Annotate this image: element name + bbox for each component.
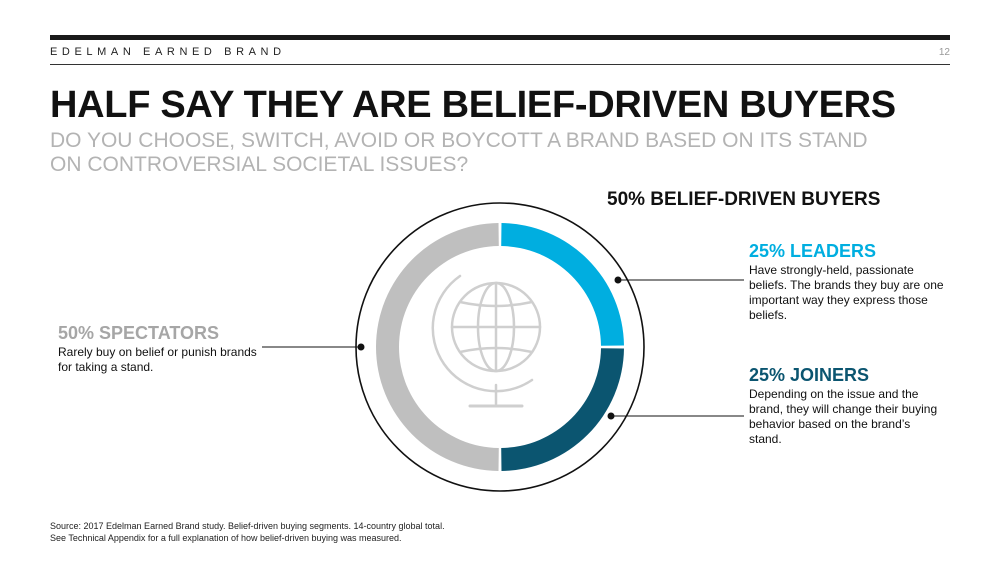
joiners-title: 25% JOINERS: [749, 365, 870, 385]
leaders-leader-dot: [614, 276, 622, 284]
globe-icon: [431, 274, 542, 408]
header-divider: [50, 64, 950, 65]
header-brand: EDELMAN EARNED BRAND: [50, 46, 286, 58]
footnote-appendix: See Technical Appendix for a full explan…: [50, 533, 402, 543]
spectators-title: 50% SPECTATORS: [58, 323, 220, 343]
spectators-leader-dot: [357, 343, 365, 351]
slices-group: [376, 223, 624, 471]
slice-joiners: [501, 348, 624, 471]
slice-leaders: [501, 223, 624, 346]
joiners-leader-dot: [607, 412, 615, 420]
belief-driven-heading: 50% BELIEF-DRIVEN BUYERS: [607, 189, 881, 210]
slice-spectators: [376, 223, 499, 471]
leaders-title: 25% LEADERS: [749, 241, 877, 261]
joiners-description: Depending on the issue and the brand, th…: [749, 387, 938, 446]
leaders-description: Have strongly-held, passionate beliefs. …: [749, 263, 944, 322]
page-subtitle: DO YOU CHOOSE, SWITCH, AVOID OR BOYCOTT …: [50, 129, 868, 176]
page-title: HALF SAY THEY ARE BELIEF-DRIVEN BUYERS: [50, 84, 896, 126]
spectators-description: Rarely buy on belief or punish brands fo…: [58, 345, 257, 374]
footnote-source: Source: 2017 Edelman Earned Brand study.…: [50, 521, 445, 531]
page-number: 12: [938, 47, 950, 58]
header-top-rule: [50, 35, 950, 40]
footnote: Source: 2017 Edelman Earned Brand study.…: [50, 520, 445, 544]
